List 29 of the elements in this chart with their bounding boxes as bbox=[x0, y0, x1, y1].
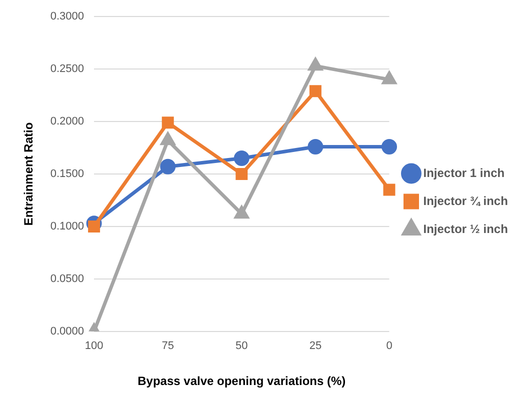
legend-label: Injector 1 inch bbox=[423, 166, 505, 180]
point bbox=[308, 58, 322, 71]
x-tick-label: 25 bbox=[309, 340, 322, 352]
x-tick-label: 75 bbox=[162, 340, 174, 352]
point bbox=[162, 116, 174, 129]
point bbox=[309, 85, 322, 98]
point bbox=[308, 138, 324, 154]
y-tick-label: 0.3000 bbox=[50, 10, 84, 23]
x-tick-label: 0 bbox=[386, 340, 392, 352]
point bbox=[234, 150, 250, 166]
x-tick-label: 50 bbox=[236, 340, 248, 352]
y-tick-label: 0.1500 bbox=[50, 168, 84, 180]
point bbox=[234, 206, 249, 219]
x-axis-title: Bypass valve opening variations (%) bbox=[138, 374, 346, 388]
y-axis-title: Entrainment Ratio bbox=[22, 122, 36, 226]
point bbox=[382, 72, 396, 84]
x-tick-label: 100 bbox=[84, 340, 104, 352]
point bbox=[160, 132, 175, 146]
y-tick-label: 0.2500 bbox=[50, 63, 84, 76]
point bbox=[382, 138, 397, 154]
y-tick-label: 0.2000 bbox=[50, 116, 84, 128]
y-tick-label: 0.0500 bbox=[50, 272, 84, 285]
point bbox=[236, 168, 248, 180]
legend-label: Injector ½ inch bbox=[423, 222, 508, 236]
point bbox=[160, 158, 176, 174]
y-tick-label: 0.0000 bbox=[50, 325, 84, 338]
y-tick-label: 0.1000 bbox=[50, 220, 84, 232]
point bbox=[383, 184, 396, 196]
legend-label: Injector ¾ inch bbox=[423, 194, 508, 208]
